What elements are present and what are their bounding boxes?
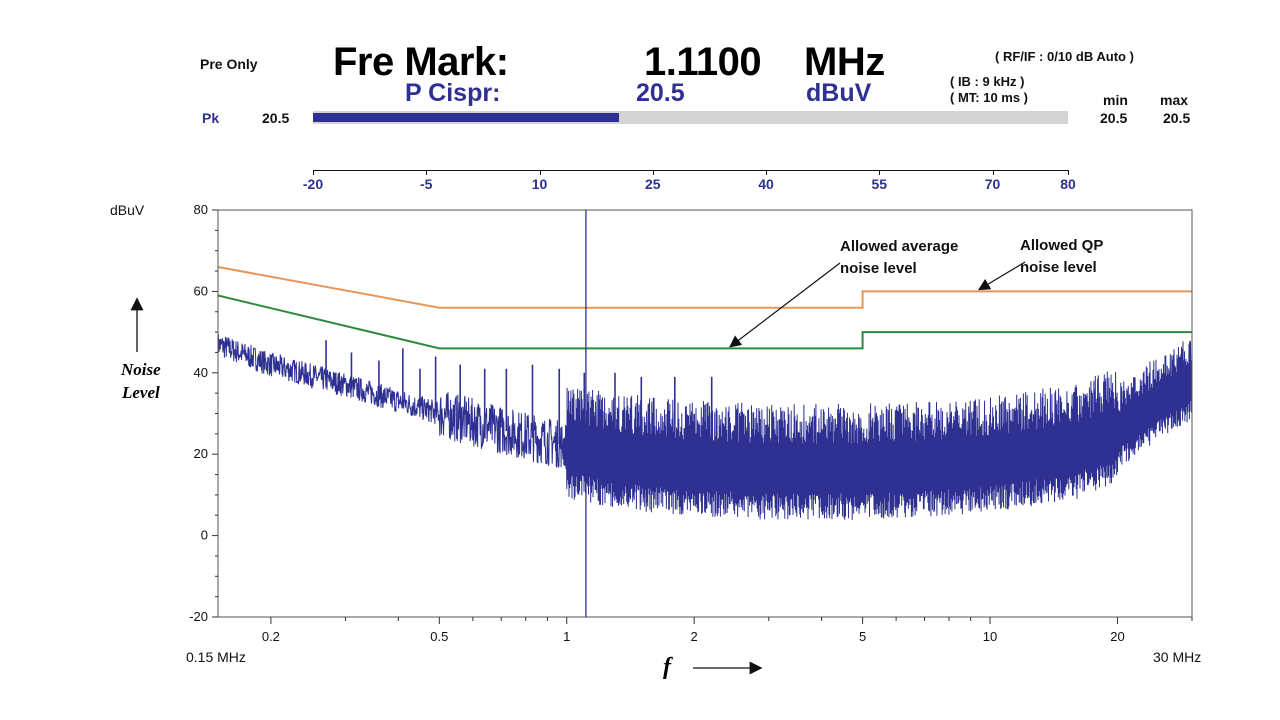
frequency-symbol: f [663, 654, 671, 680]
x-tick-label: 1 [563, 629, 570, 644]
pk-label: Pk [202, 110, 220, 126]
y-tick-label: 0 [201, 528, 208, 543]
qp-annotation-line1: Allowed QP [1020, 237, 1104, 254]
avg-annotation-line1: Allowed average [840, 238, 959, 255]
max-label: max [1160, 92, 1189, 108]
level-scale-tick-label: -5 [420, 176, 433, 192]
avg-annotation-arrow [729, 262, 841, 348]
ib-setting: ( IB : 9 kHz ) [950, 74, 1025, 89]
marker-label: Fre Mark: [333, 40, 509, 84]
y-tick-label: 20 [194, 446, 208, 461]
noise-level-label-line2: Level [122, 383, 160, 402]
limit-line [217, 266, 1192, 309]
detector-value: 20.5 [636, 79, 685, 107]
min-value: 20.5 [1100, 110, 1128, 126]
level-scale-tick [879, 170, 881, 175]
level-scale-axis [313, 170, 1068, 171]
x-tick-label: 0.2 [262, 629, 280, 644]
level-scale-tick-label: -20 [302, 176, 324, 192]
limit-line [217, 294, 1192, 350]
avg-annotation-line2: noise level [840, 260, 917, 277]
y-tick-label: 80 [194, 202, 208, 217]
y-tick-label: -20 [189, 609, 208, 624]
level-scale-tick-label: 55 [871, 176, 888, 192]
mt-setting: ( MT: 10 ms ) [950, 90, 1029, 105]
min-label: min [1103, 92, 1128, 108]
x-tick-label: 20 [1110, 629, 1124, 644]
y-tick-label: 40 [194, 365, 208, 380]
marker-unit: MHz [804, 40, 885, 84]
y-tick-label: 60 [194, 283, 208, 298]
qp-annotation-line2: noise level [1020, 259, 1097, 276]
detector-label: P Cispr: [405, 79, 501, 107]
noise-level-label-line1: Noise [121, 360, 161, 379]
y-axis-unit: dBuV [110, 202, 145, 218]
max-value: 20.5 [1163, 110, 1191, 126]
level-scale-tick-label: 70 [984, 176, 1001, 192]
x-end-label: 30 MHz [1153, 649, 1202, 665]
level-scale-tick-label: 10 [531, 176, 548, 192]
level-scale-tick [313, 170, 314, 175]
mode-label: Pre Only [200, 56, 258, 72]
level-scale-tick [766, 170, 767, 175]
level-scale-tick [992, 170, 994, 175]
x-tick-label: 0.5 [430, 629, 448, 644]
level-scale-tick [426, 170, 428, 175]
spectrum-trace [217, 334, 1193, 520]
x-tick-label: 10 [983, 629, 997, 644]
level-scale-tick [1068, 170, 1069, 175]
pk-value: 20.5 [262, 110, 290, 126]
level-scale-tick [652, 170, 654, 175]
x-start-label: 0.15 MHz [186, 649, 246, 665]
x-tick-label: 5 [859, 629, 866, 644]
rfif-setting: ( RF/IF : 0/10 dB Auto ) [995, 49, 1134, 64]
qp-annotation-arrow [977, 261, 1026, 291]
x-tick-label: 2 [691, 629, 698, 644]
level-bar-fill [313, 113, 619, 122]
detector-unit: dBuV [806, 79, 872, 107]
level-scale-tick [539, 170, 541, 175]
marker-value: 1.1100 [644, 40, 762, 84]
level-scale-tick-label: 80 [1060, 176, 1076, 192]
level-scale-tick-label: 40 [758, 176, 774, 192]
level-bar [313, 111, 1068, 124]
level-scale-tick-label: 25 [644, 176, 661, 192]
